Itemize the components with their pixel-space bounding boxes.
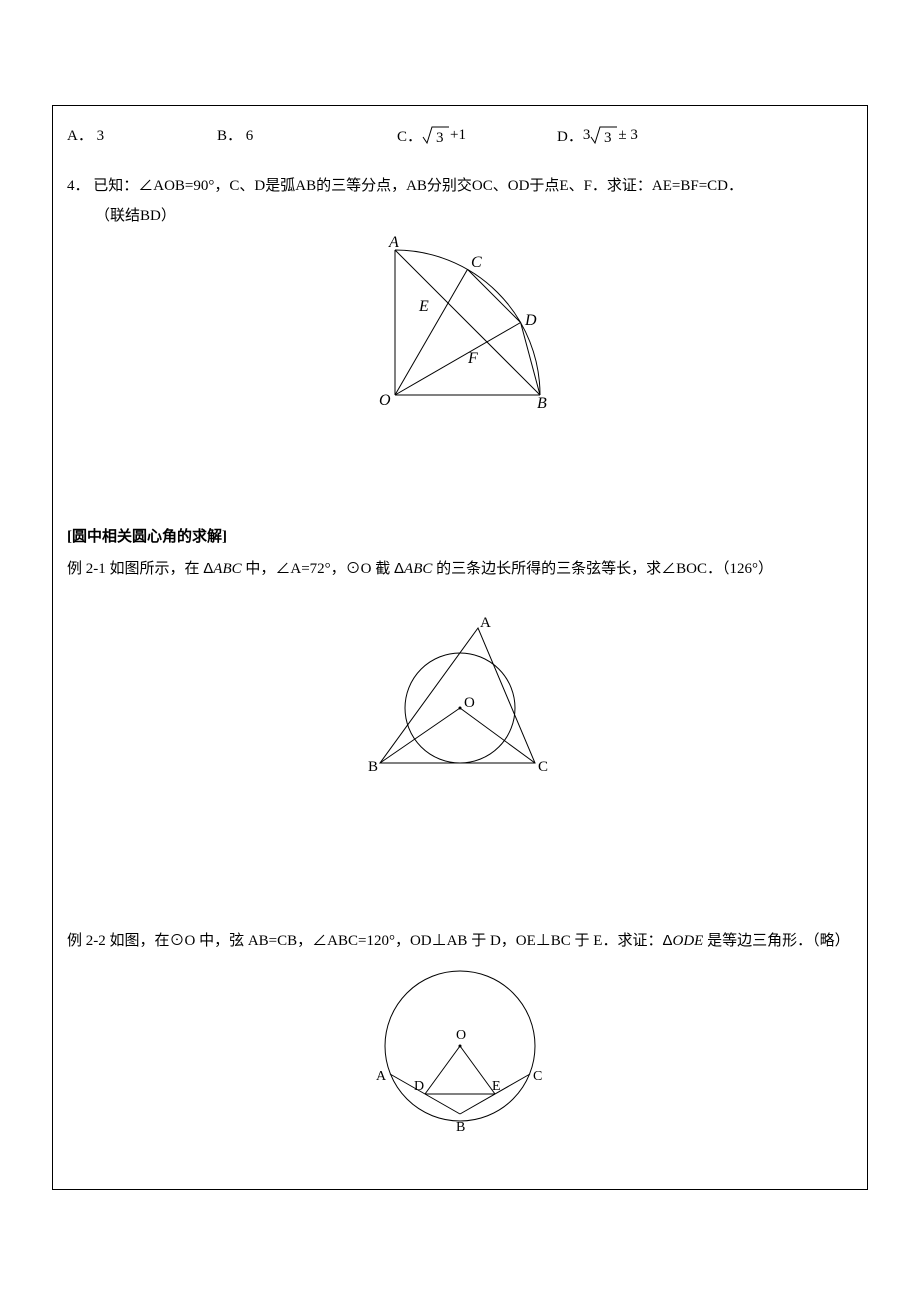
- question-4: 4． 已知：∠AOB=90°，C、D是弧AB的三等分点，AB分别交OC、OD于点…: [67, 174, 853, 198]
- option-d: D． 3 3 ± 3: [557, 124, 638, 146]
- label-c: C: [533, 1069, 542, 1084]
- line-bo: [380, 708, 460, 763]
- example-2-2: 例 2-2 如图，在⊙O 中，弦 AB=CB，∠ABC=120°，OD⊥AB 于…: [67, 928, 853, 955]
- label-d: D: [524, 312, 537, 329]
- answer-options-row: A． 3 B． 6 C． 3 +1 D． 3 3: [67, 124, 853, 146]
- option-d-coef: 3: [583, 127, 591, 144]
- option-b: B． 6: [217, 124, 397, 146]
- sqrt-c-num: 3: [436, 130, 444, 146]
- label-f: F: [467, 350, 478, 367]
- label-b: B: [537, 395, 547, 410]
- point-o: [459, 1045, 462, 1048]
- ex22-prefix: 例 2-2 如图，在⊙O 中，弦 AB=CB，∠ABC=: [67, 933, 366, 949]
- label-c: C: [471, 254, 482, 271]
- chord-cd: [468, 269, 521, 322]
- option-d-suffix: ± 3: [618, 127, 637, 144]
- example-2-1: 例 2-1 如图所示，在 ΔABC 中，∠A=72°，⊙O 截 ΔABC 的三条…: [67, 556, 853, 583]
- triangle-symbol: Δ: [662, 932, 672, 949]
- figure-3-container: O A C B D E: [67, 966, 853, 1141]
- triangle-symbol: Δ: [394, 560, 404, 577]
- label-a: A: [376, 1069, 387, 1084]
- figure-2-svg: A B C O: [360, 613, 560, 783]
- point-o: [459, 706, 462, 709]
- question-4-text: 已知：∠AOB=90°，C、D是弧AB的三等分点，AB分别交OC、OD于点E、F…: [93, 178, 743, 194]
- label-o: O: [379, 392, 391, 409]
- option-b-label: B．: [217, 128, 242, 144]
- option-a-label: A．: [67, 128, 93, 144]
- ex21-tri1: ABC: [213, 561, 241, 577]
- line-db: [521, 323, 540, 396]
- label-c: C: [538, 759, 548, 775]
- figure-1-container: A C D E F O B: [67, 235, 853, 415]
- label-e: E: [418, 298, 429, 315]
- option-c: C． 3 +1: [397, 124, 557, 146]
- option-d-label: D．: [557, 125, 583, 146]
- option-a-value: 3: [97, 128, 105, 144]
- label-o: O: [464, 695, 475, 711]
- ex21-suffix: 的三条边长所得的三条弦等长，求∠BOC．（126°）: [432, 561, 773, 577]
- question-4-hint: （联结BD）: [67, 204, 853, 225]
- ex21-prefix: 例 2-1 如图所示，在: [67, 561, 203, 577]
- ex22-tri: ODE: [672, 933, 703, 949]
- chord-ab: [395, 250, 540, 395]
- figure-1-svg: A C D E F O B: [365, 235, 555, 410]
- sqrt-expression-d: 3: [590, 124, 618, 146]
- figure-2-container: A B C O: [67, 613, 853, 788]
- ex22-angle: 120°: [366, 933, 395, 949]
- sqrt-expression-c: 3: [422, 124, 450, 146]
- label-b: B: [456, 1120, 465, 1135]
- sqrt-icon: 3: [590, 124, 618, 146]
- option-a: A． 3: [67, 124, 217, 146]
- ex21-tri2: ABC: [404, 561, 432, 577]
- option-c-label: C．: [397, 125, 422, 146]
- triangle-symbol: Δ: [203, 560, 213, 577]
- ex21-mid: 中，∠A=72°，⊙O 截: [242, 561, 394, 577]
- line-od: [395, 323, 521, 396]
- figure-3-svg: O A C B D E: [370, 966, 550, 1136]
- ex22-suffix: 是等边三角形．（略）: [703, 933, 849, 949]
- label-a: A: [388, 235, 399, 251]
- line-oe: [460, 1046, 495, 1094]
- line-od: [425, 1046, 460, 1094]
- section-2-title: [圆中相关圆心角的求解]: [67, 525, 853, 546]
- line-oc: [395, 269, 468, 395]
- label-e: E: [492, 1079, 501, 1094]
- question-4-number: 4．: [67, 178, 90, 194]
- page-border: A． 3 B． 6 C． 3 +1 D． 3 3: [52, 105, 868, 1190]
- label-b: B: [368, 759, 378, 775]
- sqrt-d-num: 3: [604, 130, 612, 146]
- ex22-mid: ，OD⊥AB 于 D，OE⊥BC 于 E．求证：: [395, 933, 663, 949]
- option-c-suffix: +1: [450, 127, 466, 144]
- label-d: D: [414, 1079, 424, 1094]
- option-b-value: 6: [246, 128, 254, 144]
- triangle-abc: [380, 628, 535, 763]
- sqrt-icon: 3: [422, 124, 450, 146]
- label-a: A: [480, 615, 491, 631]
- label-o: O: [456, 1028, 466, 1043]
